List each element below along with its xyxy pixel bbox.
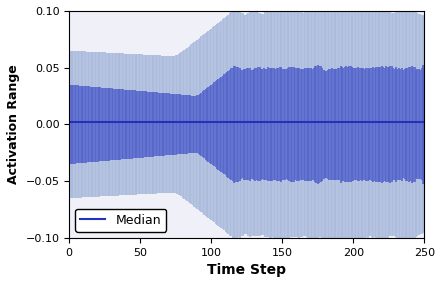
Median bbox=[281, 120, 286, 124]
Legend: Median: Median bbox=[76, 208, 166, 231]
Median bbox=[206, 120, 211, 124]
Y-axis label: Activation Range: Activation Range bbox=[7, 64, 20, 184]
Median bbox=[277, 120, 282, 124]
Median bbox=[67, 120, 72, 124]
X-axis label: Time Step: Time Step bbox=[207, 263, 286, 277]
Median bbox=[307, 120, 312, 124]
Median bbox=[334, 120, 339, 124]
Median bbox=[229, 120, 234, 124]
Median bbox=[422, 120, 427, 124]
